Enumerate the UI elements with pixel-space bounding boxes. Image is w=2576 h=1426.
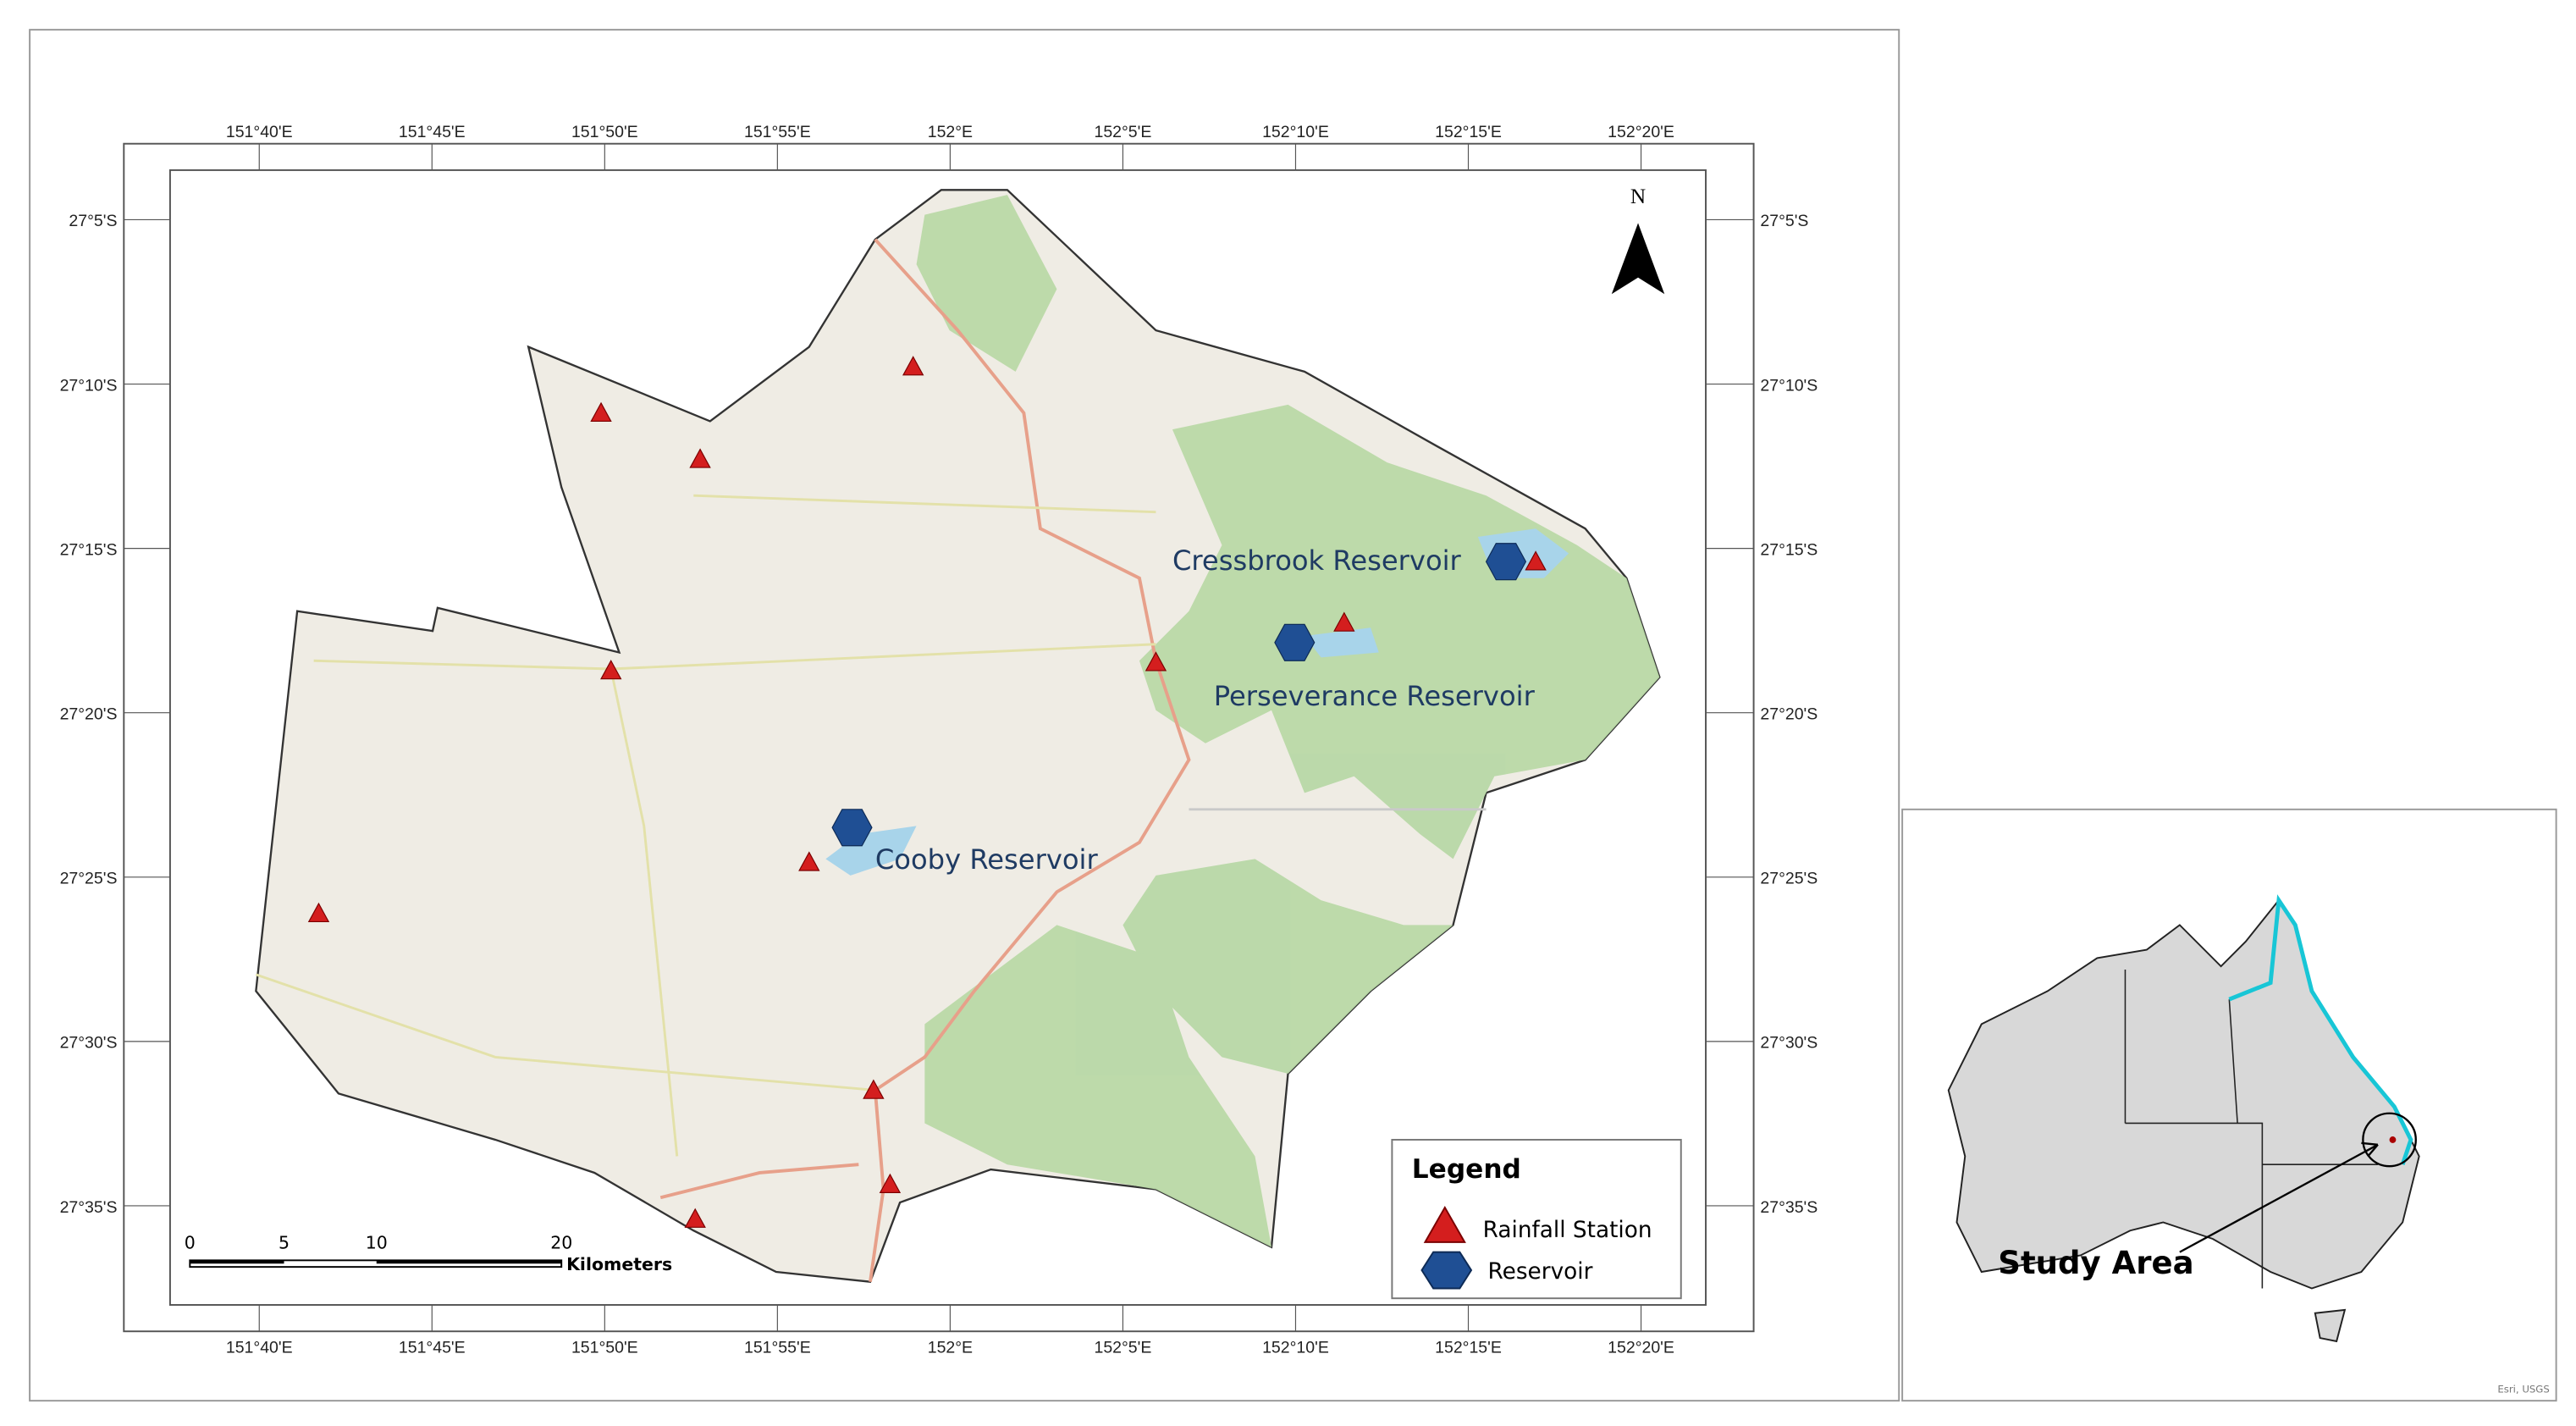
scale-label: 10 [366,1233,388,1253]
rainfall-station [902,356,924,376]
rainfall-station [590,401,612,423]
reservoir-label: Perseverance Reservoir [1214,680,1536,712]
longitude-label: 151°55'E [744,1339,811,1357]
longitude-label: 152°10'E [1262,123,1329,141]
reservoir [1274,623,1316,661]
reservoir-label: Cressbrook Reservoir [1172,544,1462,577]
australia [1947,898,2420,1290]
rainfall-station [600,660,622,680]
legend-label: Reservoir [1488,1259,1593,1285]
study-area-point [2389,1136,2397,1143]
longitude-label: 152°5'E [1094,123,1151,141]
scale-bar-segment [376,1260,562,1264]
rainfall-station [307,902,330,923]
latitude-label: 27°30'S [60,1034,118,1053]
reservoir [1485,543,1527,581]
inset-credit: Esri, USGS [2497,1383,2549,1395]
latitude-label: 27°20'S [1760,705,1818,724]
north-label: N [1630,185,1646,208]
legend-symbol [1420,1251,1473,1290]
longitude-label: 151°45'E [399,1339,466,1357]
latitude-label: 27°15'S [60,540,118,559]
latitude-label: 27°10'S [1760,376,1818,395]
scale-label: 5 [279,1233,290,1253]
latitude-label: 27°30'S [1760,1034,1818,1053]
road [610,668,679,1157]
latitude-label: 27°25'S [60,870,118,888]
forest-areas [916,195,1660,1247]
longitude-label: 152°E [928,123,973,141]
rainfall-station [1525,550,1547,571]
longitude-label: 152°15'E [1435,1339,1502,1357]
rainfall-station [684,1208,706,1228]
rainfall-stations [307,356,1547,1228]
longitude-label: 151°50'E [571,1339,638,1357]
legend-title: Legend [1412,1154,1521,1185]
rainfall-station [863,1079,885,1099]
forest [924,925,1271,1247]
longitude-label: 152°5'E [1094,1339,1151,1357]
rainfall-station [1333,611,1355,632]
rainfall-station [689,448,711,468]
longitude-label: 151°40'E [226,1339,293,1357]
rainfall-station [879,1173,902,1193]
longitude-label: 151°40'E [226,123,293,141]
longitude-label: 152°E [928,1339,973,1357]
tasmania [2314,1308,2347,1343]
rainfall-station [798,851,820,871]
longitude-label: 152°15'E [1435,123,1502,141]
latitude-label: 27°35'S [60,1198,118,1217]
longitude-label: 151°50'E [571,123,638,141]
roads [255,238,1487,1282]
scale-bar-segment [190,1260,284,1264]
latitude-label: 27°10'S [60,376,118,395]
road [869,238,1191,1282]
longitude-label: 151°45'E [399,123,466,141]
longitude-label: 152°20'E [1608,1339,1674,1357]
longitude-label: 152°10'E [1262,1339,1329,1357]
latitude-label: 27°5'S [1760,212,1808,230]
state-borders [2124,970,2378,1289]
legend-label: Rainfall Station [1483,1218,1652,1243]
north-arrow [1611,223,1665,295]
scale-label: 20 [550,1233,572,1253]
inset-label: Study Area [1998,1245,2193,1281]
latitude-label: 27°20'S [60,705,118,724]
latitude-label: 27°35'S [1760,1198,1818,1217]
forest [1139,404,1660,859]
reservoir [831,809,873,847]
water [825,826,917,876]
scale-label: 0 [185,1233,196,1253]
reservoirs [831,543,1527,847]
forest [1123,859,1453,1074]
water [1305,627,1379,658]
latitude-label: 27°15'S [1760,540,1818,559]
longitude-label: 151°55'E [744,123,811,141]
queensland-outline [2228,894,2413,1165]
study-area-circle [2362,1112,2417,1168]
road [659,1163,859,1200]
rainfall-station [1145,651,1167,672]
inset-arrow [2179,1141,2379,1253]
legend-symbol [1423,1205,1466,1243]
latitude-label: 27°5'S [69,212,117,230]
forest [916,195,1057,372]
latitude-label: 27°25'S [1760,870,1818,888]
scale-unit: Kilometers [566,1254,672,1274]
reservoir-label: Cooby Reservoir [875,843,1099,876]
longitude-label: 152°20'E [1608,123,1674,141]
